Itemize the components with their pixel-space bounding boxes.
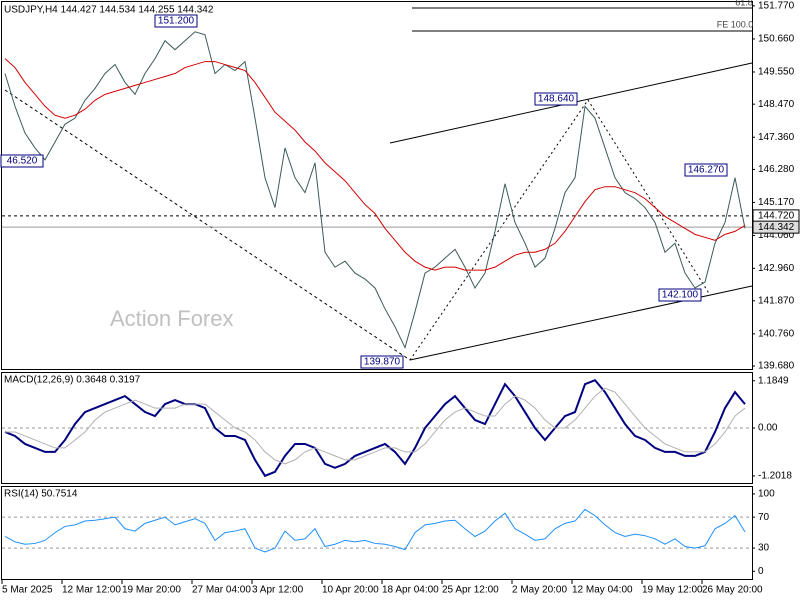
series-line (4, 31, 746, 349)
annotation: 148.640 (538, 94, 575, 105)
y-tick-label: 146.280 (758, 164, 795, 175)
annotation: 151.200 (158, 16, 195, 27)
level-label: 144.342 (758, 222, 795, 233)
y-tick-label: 142.960 (758, 263, 795, 274)
annotation-box (0, 154, 44, 168)
y-tick-label: 149.550 (758, 67, 795, 78)
x-tick-label: 25 Apr 12:00 (442, 585, 499, 596)
annotation: 46.520 (7, 156, 38, 167)
x-tick-label: 12 Mar 12:00 (62, 585, 121, 596)
annotation: 142.100 (662, 290, 699, 301)
y-tick-label: 151.770 (758, 1, 795, 12)
y-tick-label: 148.470 (758, 99, 795, 110)
x-tick-label: 3 Apr 12:00 (252, 585, 304, 596)
annotation: FE 100.0 (717, 19, 754, 29)
rsi-title: RSI(14) 50.7514 (4, 489, 78, 500)
y-tick-label: 70 (758, 512, 770, 523)
annotation: 61.8 (735, 0, 753, 7)
annotation-box (360, 355, 404, 369)
level-box (752, 220, 800, 234)
series-line (5, 387, 746, 465)
y-tick-label: 140.760 (758, 328, 795, 339)
y-tick-label: 0.00 (758, 423, 778, 434)
y-tick-label: 145.170 (758, 197, 795, 208)
x-tick-label: 26 May 20:00 (702, 585, 763, 596)
level-label: 144.720 (758, 211, 795, 222)
y-tick-label: 30 (758, 543, 770, 554)
y-tick-label: 1.1849 (758, 375, 789, 386)
wave-dotted (409, 99, 711, 361)
y-tick-label: 147.360 (758, 132, 795, 143)
annotation-box (658, 288, 702, 302)
x-tick-label: 5 Mar 2025 (2, 585, 53, 596)
annotation-box (534, 92, 578, 106)
annotation: 139.870 (364, 357, 401, 368)
y-tick-label: 139.680 (758, 361, 795, 372)
x-tick-label: 12 May 04:00 (572, 585, 633, 596)
x-tick-label: 19 May 12:00 (642, 585, 703, 596)
annotation-box (154, 14, 198, 28)
y-tick-label: -1.2018 (758, 471, 792, 482)
price-frame (1, 1, 753, 370)
price-title: USDJPY,H4 144.427 144.534 144.255 144.34… (4, 5, 214, 16)
y-tick-label: 100 (758, 489, 775, 500)
x-tick-label: 19 Mar 20:00 (122, 585, 181, 596)
x-tick-label: 18 Apr 04:00 (382, 585, 439, 596)
x-tick-label: 27 Mar 04:00 (192, 585, 251, 596)
y-tick-label: 141.870 (758, 295, 795, 306)
y-tick-label: 0 (758, 566, 764, 577)
series-line (4, 508, 746, 553)
y-tick-label: 144.060 (758, 230, 795, 241)
x-tick-label: 2 May 20:00 (512, 585, 567, 596)
annotation-box (684, 163, 728, 177)
x-tick-label: 10 Apr 20:00 (322, 585, 379, 596)
rsi-frame (1, 486, 753, 580)
series-line (4, 378, 746, 478)
y-tick-label: 150.660 (758, 34, 795, 45)
watermark: Action Forex (110, 306, 234, 331)
series-line (4, 58, 746, 271)
macd-title: MACD(12,26,9) 0.3648 0.3197 (4, 375, 141, 386)
annotation: 146.270 (688, 165, 725, 176)
